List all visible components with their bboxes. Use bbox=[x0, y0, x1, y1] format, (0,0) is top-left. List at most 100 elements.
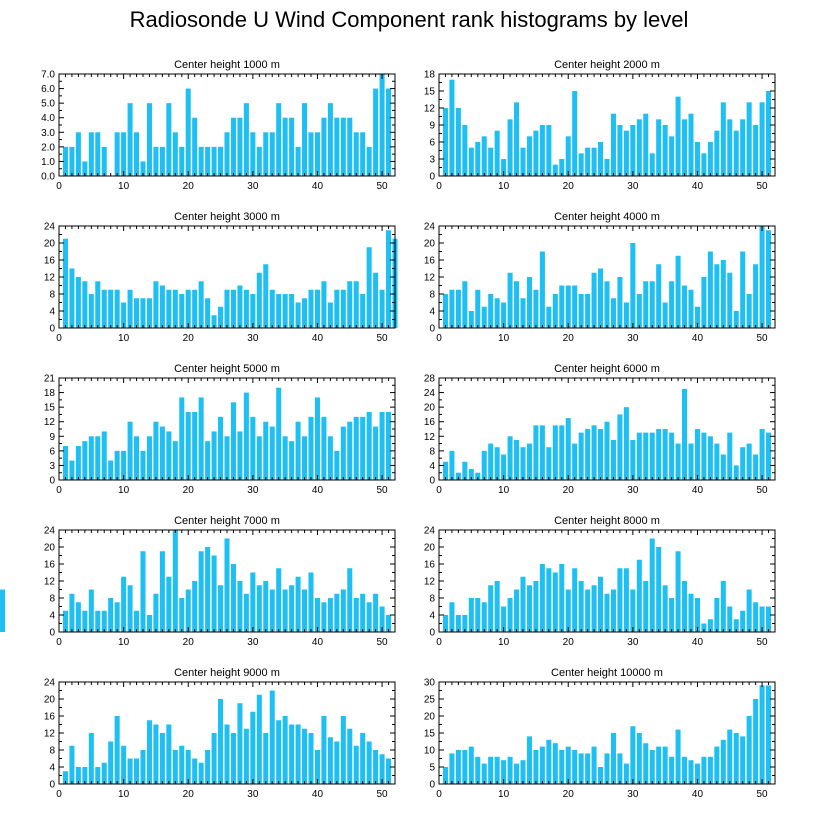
histogram-bar bbox=[172, 530, 178, 632]
y-tick-label: 20 bbox=[424, 403, 436, 414]
histogram-bar bbox=[643, 113, 649, 176]
histogram-bar bbox=[468, 746, 474, 784]
x-tick-label: 50 bbox=[757, 181, 769, 192]
histogram-bar bbox=[269, 690, 275, 784]
histogram-bar bbox=[360, 132, 366, 176]
y-tick-label: 0 bbox=[429, 780, 435, 791]
x-tick-label: 30 bbox=[247, 485, 259, 496]
histogram-bar bbox=[347, 281, 353, 328]
histogram-bar bbox=[656, 119, 662, 176]
y-tick-label: 6 bbox=[429, 138, 435, 149]
histogram-bar bbox=[675, 729, 681, 784]
histogram-bar bbox=[533, 750, 539, 784]
histogram-bar bbox=[733, 311, 739, 328]
histogram-bar bbox=[475, 472, 481, 480]
histogram-bar bbox=[727, 606, 733, 632]
y-tick-label: 4 bbox=[429, 611, 435, 622]
histogram-bar bbox=[533, 130, 539, 176]
y-tick-label: 0 bbox=[429, 628, 435, 639]
histogram-bar bbox=[662, 429, 668, 480]
histogram-bar bbox=[211, 431, 217, 480]
histogram-bar bbox=[101, 610, 107, 632]
histogram-bar bbox=[520, 147, 526, 176]
histogram-bar bbox=[340, 716, 346, 784]
y-tick-label: 9 bbox=[49, 432, 55, 443]
y-tick-label: 15 bbox=[424, 87, 436, 98]
histogram-bar bbox=[707, 436, 713, 480]
x-tick-label: 0 bbox=[56, 181, 62, 192]
x-tick-label: 0 bbox=[56, 789, 62, 800]
x-tick-label: 50 bbox=[757, 485, 769, 496]
histogram-bar bbox=[559, 425, 565, 480]
histogram-bar bbox=[598, 142, 604, 176]
histogram-bar bbox=[591, 425, 597, 480]
y-tick-label: 8 bbox=[429, 594, 435, 605]
histogram-bar bbox=[153, 281, 159, 328]
histogram-bar bbox=[75, 767, 81, 784]
histogram-bar bbox=[552, 425, 558, 480]
histogram-bar bbox=[520, 298, 526, 328]
histogram-bar bbox=[462, 750, 468, 784]
histogram-bar bbox=[140, 551, 146, 632]
histogram-bar bbox=[442, 108, 448, 176]
histogram-bar bbox=[591, 746, 597, 784]
histogram-bar bbox=[172, 750, 178, 784]
histogram-bar bbox=[559, 159, 565, 176]
histogram-bar bbox=[630, 439, 636, 480]
histogram-bar bbox=[218, 699, 224, 784]
histogram-bar bbox=[682, 119, 688, 176]
histogram-bar bbox=[585, 753, 591, 784]
histogram-bar bbox=[69, 268, 75, 328]
histogram-bar bbox=[682, 388, 688, 480]
histogram-bar bbox=[146, 436, 152, 480]
histogram-bar bbox=[295, 421, 301, 480]
y-tick-label: 0.0 bbox=[41, 172, 55, 183]
histogram-bar bbox=[237, 581, 243, 632]
chart-panel-8: Center height 8000 m 0 10 20 30 40 50 0 4 8 12 16 20… bbox=[424, 515, 776, 648]
histogram-bar bbox=[694, 142, 700, 176]
histogram-bar bbox=[462, 125, 468, 176]
histogram-bar bbox=[366, 247, 372, 328]
x-tick-label: 20 bbox=[563, 637, 575, 648]
histogram-bar bbox=[746, 443, 752, 480]
histogram-bar bbox=[727, 729, 733, 784]
histogram-bar bbox=[475, 598, 481, 632]
y-tick-label: 0 bbox=[49, 780, 55, 791]
histogram-bar bbox=[630, 726, 636, 784]
histogram-bar bbox=[373, 88, 379, 176]
histogram-bar bbox=[360, 733, 366, 784]
histogram-bar bbox=[327, 436, 333, 480]
histogram-bar bbox=[69, 146, 75, 176]
histogram-bar bbox=[379, 74, 385, 176]
histogram-bar bbox=[546, 125, 552, 176]
histogram-bar bbox=[289, 117, 295, 176]
histogram-bar bbox=[591, 147, 597, 176]
histogram-bar bbox=[127, 758, 133, 784]
histogram-bar bbox=[198, 281, 204, 328]
histogram-bar bbox=[533, 425, 539, 480]
histogram-bar bbox=[468, 311, 474, 328]
histogram-bar bbox=[442, 294, 448, 328]
histogram-bar bbox=[321, 416, 327, 480]
histogram-bar bbox=[669, 136, 675, 176]
histogram-bar bbox=[526, 136, 532, 176]
histogram-bar bbox=[669, 598, 675, 632]
histogram-bar bbox=[366, 741, 372, 784]
histogram-bar bbox=[552, 164, 558, 176]
histogram-bar bbox=[321, 281, 327, 328]
histogram-bar bbox=[95, 132, 101, 176]
histogram-bar bbox=[481, 602, 487, 632]
histogram-bar bbox=[714, 443, 720, 480]
histogram-bar bbox=[82, 161, 88, 176]
histogram-bar bbox=[69, 745, 75, 784]
histogram-bar bbox=[192, 581, 198, 632]
histogram-bar bbox=[720, 260, 726, 328]
histogram-bar bbox=[617, 125, 623, 176]
histogram-bar bbox=[373, 750, 379, 784]
histogram-bar bbox=[373, 272, 379, 328]
histogram-bar bbox=[675, 255, 681, 328]
y-tick-label: 20 bbox=[44, 695, 56, 706]
histogram-bar bbox=[468, 469, 474, 480]
y-tick-label: 16 bbox=[44, 560, 56, 571]
histogram-bar bbox=[598, 429, 604, 480]
